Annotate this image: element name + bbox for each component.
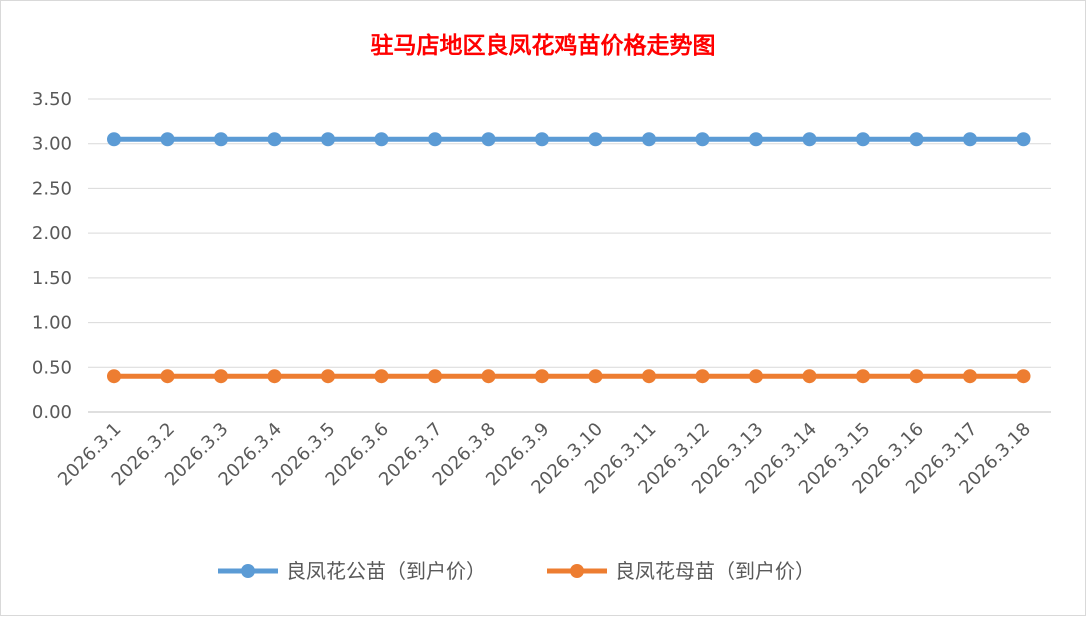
data-point (963, 132, 977, 147)
y-tick-label: 0.00 (32, 402, 72, 423)
data-point (695, 369, 710, 384)
legend-label: 良凤花公苗（到户价） (286, 559, 486, 583)
data-point (588, 369, 603, 384)
data-point (909, 132, 924, 147)
data-point (695, 132, 710, 147)
y-tick-label: 1.50 (32, 268, 72, 289)
data-point (160, 369, 175, 384)
y-tick-label: 0.50 (32, 357, 72, 378)
data-point (749, 369, 763, 384)
data-point (749, 132, 763, 147)
data-point (107, 132, 121, 147)
data-point (642, 369, 656, 384)
chart-title: 驻马店地区良凤花鸡苗价格走势图 (370, 32, 716, 59)
data-point (642, 132, 656, 147)
x-axis: 2026.3.12026.3.22026.3.32026.3.42026.3.5… (54, 419, 1035, 499)
series-2 (107, 369, 1031, 384)
data-point (856, 369, 870, 384)
data-point (856, 132, 870, 147)
data-point (963, 369, 977, 384)
grid-lines (88, 98, 1051, 413)
data-point (588, 132, 603, 147)
legend-swatch-marker (570, 564, 584, 578)
legend: 良凤花公苗（到户价） 良凤花母苗（到户价） (218, 559, 815, 583)
data-point (535, 132, 549, 147)
data-point (107, 369, 121, 384)
y-tick-label: 2.00 (32, 223, 72, 244)
data-point (481, 132, 496, 147)
data-point (374, 369, 389, 384)
data-point (214, 132, 228, 147)
data-point (160, 132, 175, 147)
data-point (428, 132, 442, 147)
data-point (267, 132, 282, 147)
legend-item-2: 良凤花母苗（到户价） (547, 559, 815, 583)
y-tick-label: 3.00 (32, 134, 72, 155)
data-point (802, 369, 817, 384)
data-point (1016, 369, 1031, 384)
data-point (321, 132, 335, 147)
data-point (909, 369, 924, 384)
legend-swatch-marker (241, 564, 255, 578)
legend-item-1: 良凤花公苗（到户价） (218, 559, 486, 583)
data-point (267, 369, 282, 384)
data-point (802, 132, 817, 147)
legend-label: 良凤花母苗（到户价） (615, 559, 815, 583)
y-tick-label: 1.00 (32, 313, 72, 334)
series-1 (107, 132, 1031, 147)
data-point (321, 369, 335, 384)
data-point (481, 369, 496, 384)
data-point (1016, 132, 1031, 147)
data-point (214, 369, 228, 384)
y-axis: 0.00 0.50 1.00 1.50 2.00 2.50 3.00 3.50 (32, 89, 72, 423)
data-point (428, 369, 442, 384)
data-point (374, 132, 389, 147)
data-point (535, 369, 549, 384)
series-layer (107, 132, 1031, 384)
y-tick-label: 2.50 (32, 178, 72, 199)
y-tick-label: 3.50 (32, 89, 72, 110)
